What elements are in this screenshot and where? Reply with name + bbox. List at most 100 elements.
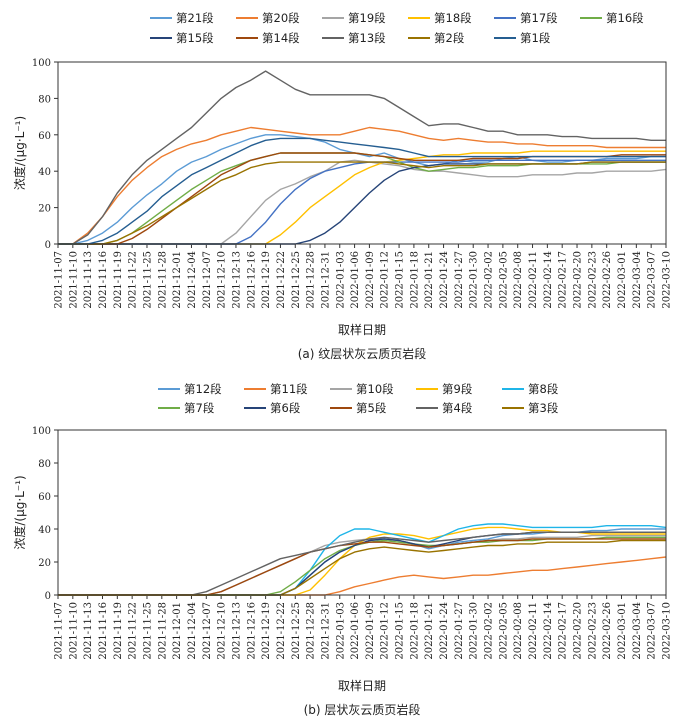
a-legend-label: 第21段 bbox=[176, 11, 214, 25]
b-x-tick-label: 2021-11-10 bbox=[68, 602, 79, 660]
b-x-tick-label: 2021-12-07 bbox=[202, 602, 213, 660]
a-x-tick-label: 2021-11-19 bbox=[113, 251, 124, 309]
b-x-tick-label: 2021-12-19 bbox=[261, 602, 272, 660]
b-legend-item: 第7段 bbox=[158, 401, 215, 415]
b-x-tick-label: 2022-03-01 bbox=[617, 602, 628, 660]
b-legend-label: 第3段 bbox=[528, 401, 559, 415]
a-legend-label: 第20段 bbox=[262, 11, 300, 25]
a-caption: (a) 纹层状灰云质页岩段 bbox=[298, 346, 427, 361]
b-plot-frame bbox=[57, 429, 667, 596]
a-series-line bbox=[58, 137, 666, 245]
b-legend-item: 第8段 bbox=[502, 382, 559, 396]
b-x-tick-label: 2022-02-20 bbox=[573, 602, 584, 660]
b-x-tick-label: 2022-02-02 bbox=[484, 602, 495, 660]
a-x-tick-label: 2021-12-16 bbox=[246, 251, 257, 309]
b-x-axis: 2021-11-07 2021-11-10 2021-11-13 2021-11-16… bbox=[54, 595, 673, 660]
a-x-tick-label: 2021-12-13 bbox=[231, 251, 242, 309]
b-legend-label: 第8段 bbox=[528, 382, 559, 396]
a-series-group bbox=[58, 70, 667, 245]
b-series-line bbox=[58, 523, 667, 596]
b-x-tick-label: 2021-12-04 bbox=[187, 602, 198, 660]
b-x-tick-label: 2022-02-14 bbox=[543, 602, 554, 660]
a-x-tick-label: 2022-02-08 bbox=[513, 251, 524, 309]
b-x-tick-label: 2021-11-25 bbox=[142, 602, 153, 660]
a-series-line bbox=[58, 126, 666, 245]
b-x-tick-label: 2021-12-22 bbox=[276, 602, 287, 660]
a-x-tick-label: 2022-01-30 bbox=[469, 251, 480, 309]
b-legend-item: 第6段 bbox=[244, 401, 301, 415]
a-x-tick-label: 2022-01-27 bbox=[454, 251, 465, 309]
a-x-tick-label: 2022-01-06 bbox=[350, 251, 361, 309]
b-x-tick-label: 2022-01-30 bbox=[469, 602, 480, 660]
a-legend-item: 第14段 bbox=[236, 31, 300, 45]
b-y-tick-label: 0 bbox=[45, 591, 51, 602]
a-legend-item: 第13段 bbox=[322, 31, 386, 45]
b-legend-label: 第6段 bbox=[270, 401, 301, 415]
a-legend-item: 第18段 bbox=[408, 11, 472, 25]
a-legend-item: 第1段 bbox=[494, 31, 551, 45]
b-legend-item: 第10段 bbox=[330, 382, 394, 396]
a-x-tick-label: 2021-12-10 bbox=[217, 251, 228, 309]
b-legend-label: 第12段 bbox=[184, 382, 222, 396]
b-y-axis: 0 20 40 60 80 100 bbox=[32, 426, 58, 602]
b-x-tick-label: 2021-11-19 bbox=[113, 602, 124, 660]
a-x-tick-label: 2021-11-22 bbox=[128, 251, 139, 309]
a-y-tick-label: 0 bbox=[45, 240, 51, 251]
b-caption: (b) 层状灰云质页岩段 bbox=[304, 702, 421, 717]
a-x-tick-label: 2022-02-11 bbox=[528, 251, 539, 309]
a-x-tick-label: 2021-12-22 bbox=[276, 251, 287, 309]
a-legend-item: 第19段 bbox=[322, 11, 386, 25]
a-x-tick-label: 2022-01-21 bbox=[424, 251, 435, 309]
a-x-tick-label: 2021-12-25 bbox=[291, 251, 302, 309]
a-series-line bbox=[58, 161, 666, 245]
a-legend-item: 第20段 bbox=[236, 11, 300, 25]
a-series-line bbox=[58, 134, 666, 245]
b-x-tick-label: 2022-01-15 bbox=[395, 602, 406, 660]
a-x-tick-label: 2022-02-20 bbox=[573, 251, 584, 309]
b-x-tick-label: 2021-11-16 bbox=[98, 602, 109, 660]
a-series-line bbox=[58, 161, 666, 245]
b-x-tick-label: 2022-03-04 bbox=[632, 602, 643, 660]
a-x-tick-label: 2022-02-26 bbox=[602, 251, 613, 309]
a-x-tick-label: 2021-11-07 bbox=[54, 251, 65, 309]
b-x-tick-label: 2021-11-28 bbox=[157, 602, 168, 660]
b-legend-item: 第9段 bbox=[416, 382, 473, 396]
b-x-tick-label: 2022-02-11 bbox=[528, 602, 539, 660]
b-legend-label: 第9段 bbox=[442, 382, 473, 396]
b-x-tick-label: 2021-12-13 bbox=[231, 602, 242, 660]
b-legend-item: 第12段 bbox=[158, 382, 222, 396]
a-x-tick-label: 2022-02-02 bbox=[484, 251, 495, 309]
a-x-tick-label: 2022-01-18 bbox=[409, 251, 420, 309]
b-legend-label: 第11段 bbox=[270, 382, 308, 396]
b-y-tick-label: 60 bbox=[38, 492, 51, 503]
a-x-tick-label: 2022-01-03 bbox=[335, 251, 346, 309]
b-x-tick-label: 2021-11-22 bbox=[128, 602, 139, 660]
b-x-tick-label: 2022-03-10 bbox=[662, 602, 673, 660]
a-x-tick-label: 2022-01-09 bbox=[365, 251, 376, 309]
b-legend-item: 第3段 bbox=[502, 401, 559, 415]
a-legend-item: 第16段 bbox=[580, 11, 644, 25]
b-x-tick-label: 2021-12-01 bbox=[172, 602, 183, 660]
a-legend-item: 第21段 bbox=[150, 11, 214, 25]
a-legend-item: 第2段 bbox=[408, 31, 465, 45]
b-legend-item: 第4段 bbox=[416, 401, 473, 415]
a-legend-label: 第14段 bbox=[262, 31, 300, 45]
b-x-tick-label: 2022-02-08 bbox=[513, 602, 524, 660]
b-x-tick-label: 2021-12-10 bbox=[217, 602, 228, 660]
b-x-tick-label: 2022-01-24 bbox=[439, 602, 450, 660]
a-x-axis: 2021-11-07 2021-11-10 2021-11-13 2021-11-16… bbox=[54, 244, 673, 309]
b-y-tick-label: 20 bbox=[38, 558, 51, 569]
b-x-tick-label: 2022-02-05 bbox=[498, 602, 509, 660]
a-x-tick-label: 2021-11-13 bbox=[83, 251, 94, 309]
b-x-tick-label: 2021-11-07 bbox=[54, 602, 65, 660]
a-series-line bbox=[58, 159, 667, 245]
b-y-axis-label: 浓度/(μg·L⁻¹) bbox=[12, 475, 27, 549]
a-y-tick-label: 20 bbox=[38, 204, 51, 215]
a-x-tick-label: 2022-03-04 bbox=[632, 251, 643, 309]
b-x-axis-label: 取样日期 bbox=[338, 678, 386, 693]
a-x-tick-label: 2022-01-12 bbox=[380, 251, 391, 309]
